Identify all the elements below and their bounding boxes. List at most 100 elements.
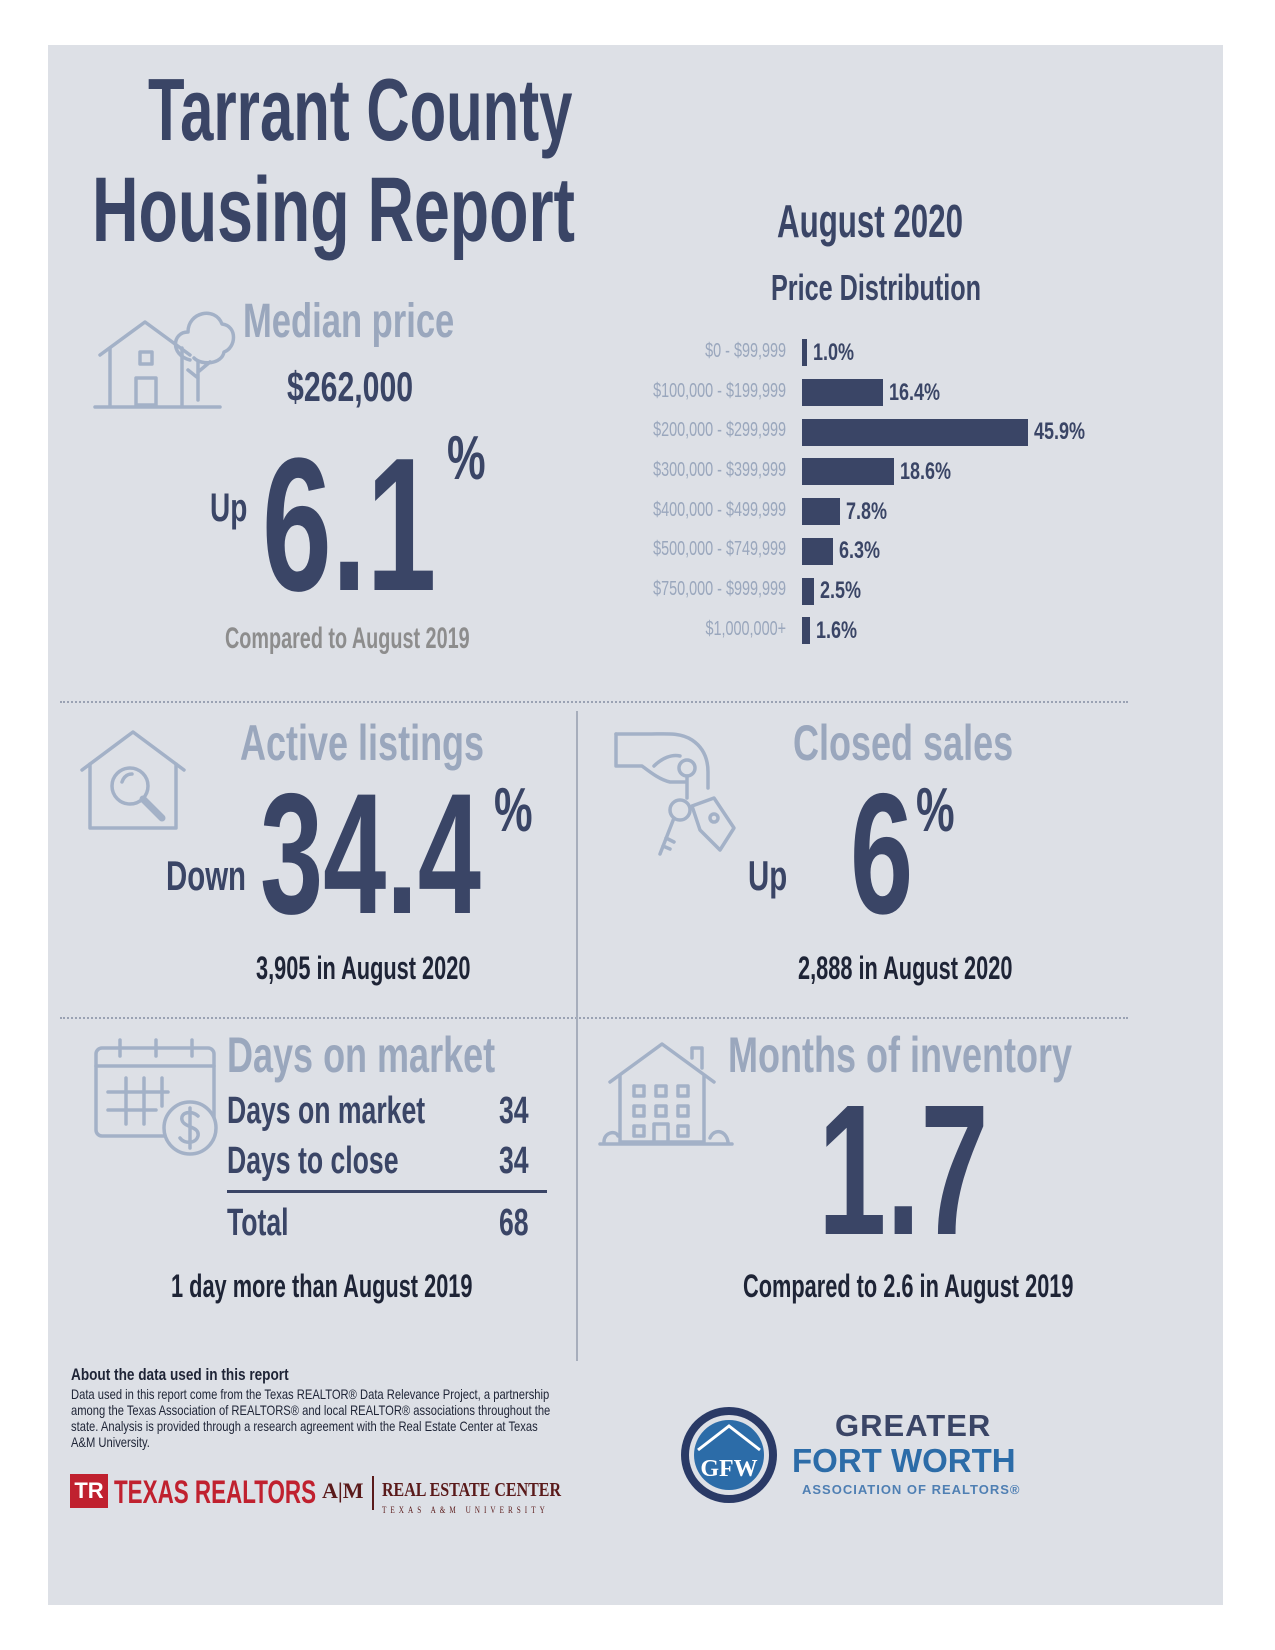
moi-value-wrap: 1.7 [818,1078,1077,1264]
bar-value-label: 7.8% [846,497,888,525]
about-title-wrap: About the data used in this report [71,1366,343,1385]
about-title: About the data used in this report [71,1365,289,1384]
closed-unit-wrap: % [916,780,971,842]
total-rule [227,1190,547,1193]
hand-keys-icon [614,732,736,856]
bar [802,339,807,367]
calendar-dollar-icon [94,1038,218,1156]
bar-category-label: $500,000 - $749,999 [653,538,786,561]
texas-realtors-wordmark: TEXAS REALTORS [114,1474,317,1510]
median-percent-sign: % [447,424,486,493]
active-direction-wrap: Down [166,855,280,897]
moi-note-wrap: Compared to 2.6 in August 2019 [743,1270,1229,1302]
bar-category-label: $100,000 - $199,999 [653,379,786,402]
bar [802,498,841,526]
closed-change-wrap: 6 [850,768,946,940]
bar-value-label: 16.4% [888,378,940,406]
bar-value-label: 18.6% [899,457,951,485]
divider-middle [60,1017,1128,1019]
about-text: Data used in this report come from the T… [71,1386,551,1450]
months-inventory-heading: Months of inventory [728,1027,1072,1083]
median-direction-wrap: Up [210,488,263,528]
dom-row1-value-wrap: 34 [499,1092,541,1130]
bar-category-label: $750,000 - $999,999 [653,578,786,601]
bar [802,458,894,486]
bar [802,617,810,645]
months-inventory-note: Compared to 2.6 in August 2019 [743,1268,1074,1304]
dtc-row-label: Days to close [227,1140,399,1182]
active-direction: Down [166,852,247,899]
rec-wordmark: REAL ESTATE CENTER [382,1479,562,1501]
divider-vertical [576,711,578,1361]
median-value-wrap: $262,000 [287,366,462,408]
active-change-wrap: 34.4 [260,768,595,940]
bar-category-label: $0 - $99,999 [705,339,786,362]
gfw-seal-logo: GFW [681,1407,777,1503]
chart-title-wrap: Price Distribution [771,270,1071,306]
title-line1-wrap: Tarrant County [148,66,772,154]
bar-value-label: 6.3% [839,537,881,565]
total-value: 68 [499,1202,529,1244]
title-line2-wrap: Housing Report [92,164,782,256]
active-heading-wrap: Active listings [240,718,579,768]
house-search-icon [80,730,186,830]
closed-heading-wrap: Closed sales [793,718,1099,768]
moi-heading-wrap: Months of inventory [728,1030,1206,1080]
bar [802,379,883,407]
bar-category-label: $400,000 - $499,999 [653,498,786,521]
dom-note-wrap: 1 day more than August 2019 [171,1270,614,1302]
bar [802,537,834,565]
closed-change-number: 6 [850,758,914,950]
median-note-wrap: Compared to August 2019 [225,624,596,654]
bar-value-label: 1.0% [812,338,854,366]
texas-realtors-logo-mark: TR [70,1474,108,1508]
bar-category-label: $300,000 - $399,999 [653,458,786,481]
atm-logo: A|M [322,1478,364,1503]
bar-value-label: 45.9% [1034,418,1086,446]
apartment-building-icon [598,1042,734,1146]
closed-sales-note: 2,888 in August 2020 [798,950,1013,986]
bar-category-label: $200,000 - $299,999 [653,419,786,442]
dom-row2-value-wrap: 34 [499,1142,541,1180]
dom-row2-label-wrap: Days to close [227,1142,472,1180]
active-listings-heading: Active listings [240,715,485,771]
median-price-value: $262,000 [287,363,414,410]
bar-value-label: 2.5% [820,577,862,605]
dom-row-value: 34 [499,1090,529,1132]
days-on-market-heading: Days on market [227,1027,496,1083]
rec-name-wrap: REAL ESTATE CENTER [382,1480,606,1501]
bar-category-label: $1,000,000+ [705,617,786,640]
median-change-wrap: 6.1 [262,430,526,620]
median-change-number: 6.1 [262,419,437,631]
bar [802,418,1028,446]
active-listings-note: 3,905 in August 2020 [256,950,471,986]
dtc-row-value: 34 [499,1140,529,1182]
closed-note-wrap: 2,888 in August 2020 [798,952,1113,984]
chart-title: Price Distribution [771,267,982,308]
gfw-seal-text: GFW [700,1456,757,1482]
gfw-line3: ASSOCIATION OF REALTORS® [802,1482,1021,1497]
report-period: August 2020 [777,195,964,247]
dom-total-label-wrap: Total [227,1204,315,1242]
median-heading-wrap: Median price [243,298,536,346]
closed-sales-heading: Closed sales [793,715,1014,771]
bar-value-label: 1.6% [815,616,857,644]
house-tree-icon [93,311,236,409]
dom-row-label: Days on market [227,1090,426,1132]
days-on-market-note: 1 day more than August 2019 [171,1268,473,1304]
active-percent-sign: % [494,776,533,845]
median-compare-note: Compared to August 2019 [225,622,470,655]
texas-realtors-wrap: TEXAS REALTORS [114,1476,403,1508]
rec-subtitle: TEXAS A&M UNIVERSITY [382,1505,549,1515]
bar [802,577,815,605]
report-panel [48,45,1223,1605]
gfw-line2: FORT WORTH [792,1442,1016,1479]
median-price-heading: Median price [243,295,455,348]
active-change-number: 34.4 [260,758,481,950]
dom-heading-wrap: Days on market [227,1030,599,1080]
months-inventory-value: 1.7 [818,1067,989,1274]
gfw-line1: GREATER [835,1408,992,1443]
median-direction: Up [210,486,248,530]
active-note-wrap: 3,905 in August 2020 [256,952,571,984]
closed-percent-sign: % [916,776,955,845]
